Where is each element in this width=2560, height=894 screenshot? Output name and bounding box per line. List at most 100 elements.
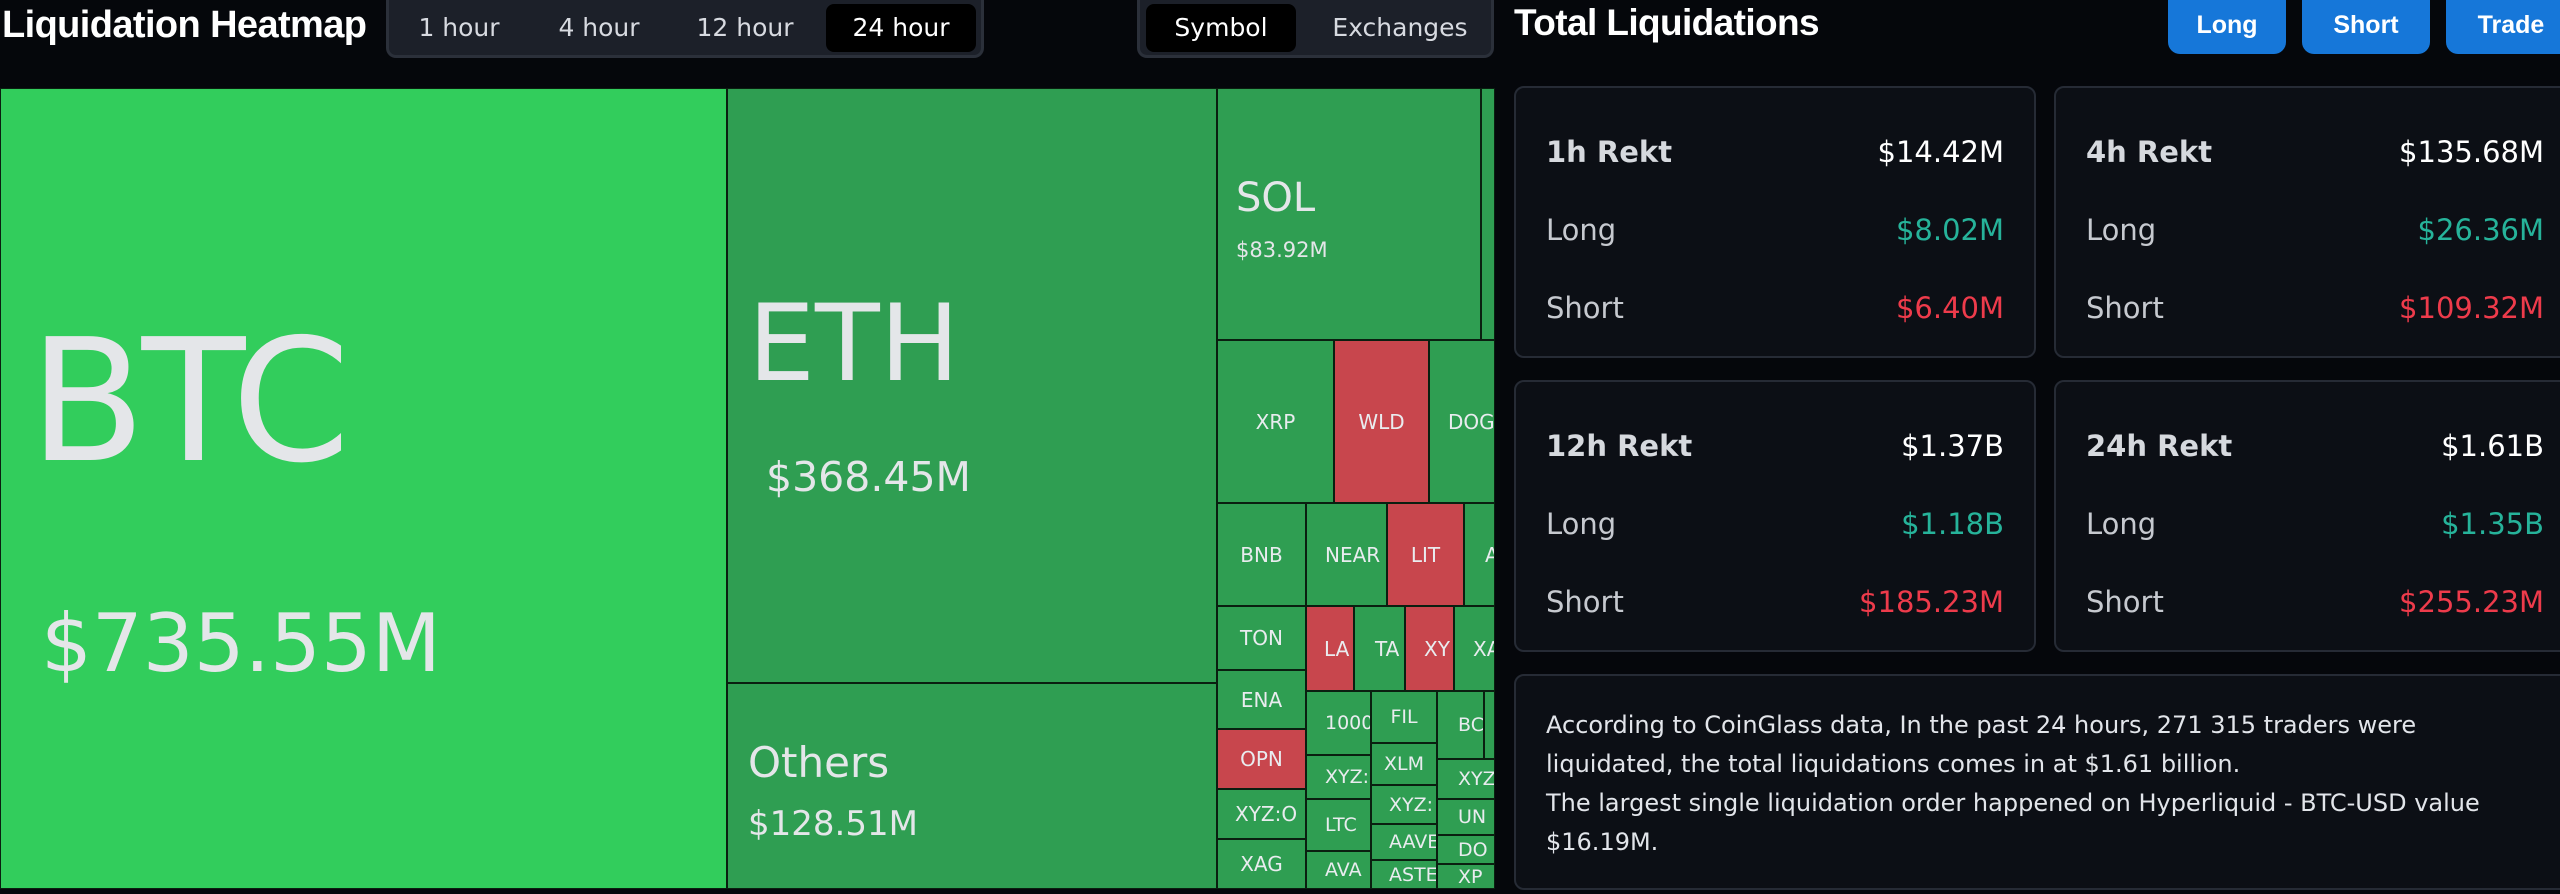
tile-others-symbol: Others	[748, 738, 890, 787]
tile-la[interactable]: LA	[1306, 606, 1354, 691]
tile-near[interactable]: NEAR	[1306, 503, 1387, 606]
card-1h-long-label: Long	[1546, 213, 1617, 247]
tile-ena[interactable]: ENA	[1217, 670, 1306, 729]
tile-xyz-2[interactable]: XYZ:	[1371, 785, 1437, 824]
tab-exchanges[interactable]: Exchanges	[1332, 13, 1468, 42]
card-1h-long-row: Long $8.02M	[1546, 210, 2004, 250]
card-1h-total: $14.42M	[1877, 135, 2005, 169]
tile-xag[interactable]: XAG	[1217, 839, 1306, 889]
card-4h-short-label: Short	[2086, 291, 2164, 325]
card-12h-rekt: 12h Rekt $1.37B Long $1.18B Short $185.2…	[1514, 380, 2036, 652]
card-1h-short-label: Short	[1546, 291, 1624, 325]
tile-xlm[interactable]: XLM	[1371, 743, 1437, 785]
tile-eth-symbol: ETH	[748, 282, 960, 405]
tab-4-hour[interactable]: 4 hour	[558, 13, 640, 42]
card-12h-total: $1.37B	[1901, 429, 2004, 463]
card-4h-short-row: Short $109.32M	[2086, 288, 2544, 328]
summary-line-2: The largest single liquidation order hap…	[1546, 789, 2480, 856]
card-24h-long-label: Long	[2086, 507, 2157, 541]
card-4h-rekt: 4h Rekt $135.68M Long $26.36M Short $109…	[2054, 86, 2560, 358]
card-12h-label: 12h Rekt	[1546, 429, 1693, 463]
tile-do[interactable]: DO	[1437, 835, 1495, 864]
card-1h-rekt: 1h Rekt $14.42M Long $8.02M Short $6.40M	[1514, 86, 2036, 358]
tab-1-hour[interactable]: 1 hour	[418, 13, 500, 42]
tab-12-hour[interactable]: 12 hour	[696, 13, 794, 42]
tile-a[interactable]: A	[1464, 503, 1495, 606]
card-1h-short-value: $6.40M	[1895, 291, 2004, 325]
total-liquidations-title: Total Liquidations	[1514, 2, 1820, 43]
tile-ta[interactable]: TA	[1354, 606, 1405, 691]
card-24h-total: $1.61B	[2441, 429, 2544, 463]
card-24h-short-label: Short	[2086, 585, 2164, 619]
tile-ava[interactable]: AVA	[1306, 851, 1371, 889]
card-12h-long-row: Long $1.18B	[1546, 504, 2004, 544]
card-1h-total-row: 1h Rekt $14.42M	[1546, 132, 2004, 172]
card-12h-short-label: Short	[1546, 585, 1624, 619]
card-4h-short-value: $109.32M	[2399, 291, 2544, 325]
card-12h-long-label: Long	[1546, 507, 1617, 541]
long-button[interactable]: Long	[2168, 0, 2286, 54]
card-12h-short-value: $185.23M	[1859, 585, 2004, 619]
tab-symbol[interactable]: Symbol	[1146, 4, 1296, 52]
tile-xp[interactable]: XP	[1437, 864, 1495, 889]
card-4h-total: $135.68M	[2399, 135, 2544, 169]
tile-dog[interactable]: DOG	[1429, 340, 1495, 503]
tile-ton[interactable]: TON	[1217, 606, 1306, 670]
trade-button[interactable]: Trade	[2446, 0, 2560, 54]
tile-eth-value: $368.45M	[766, 453, 971, 501]
tile-aave[interactable]: AAVE	[1371, 824, 1437, 860]
card-24h-label: 24h Rekt	[2086, 429, 2233, 463]
card-24h-short-row: Short $255.23M	[2086, 582, 2544, 622]
card-12h-short-row: Short $185.23M	[1546, 582, 2004, 622]
card-4h-long-label: Long	[2086, 213, 2157, 247]
card-4h-long-row: Long $26.36M	[2086, 210, 2544, 250]
tile-bnb[interactable]: BNB	[1217, 503, 1306, 606]
tile-aste[interactable]: ASTE	[1371, 860, 1437, 889]
tile-btc-value: $735.55M	[41, 597, 441, 690]
tab-24-hour[interactable]: 24 hour	[826, 4, 976, 52]
tile-sol-value: $83.92M	[1236, 238, 1328, 262]
tile-sol[interactable]: SOL $83.92M	[1217, 88, 1481, 340]
tile-wld[interactable]: WLD	[1334, 340, 1429, 503]
time-range-selector: 1 hour 4 hour 12 hour 24 hour	[386, 0, 984, 58]
tile-eth[interactable]: ETH $368.45M	[727, 88, 1217, 683]
card-24h-long-row: Long $1.35B	[2086, 504, 2544, 544]
card-1h-long-value: $8.02M	[1895, 213, 2004, 247]
tile-sol-symbol: SOL	[1236, 175, 1316, 221]
tile-fil[interactable]: FIL	[1371, 691, 1437, 743]
tile-xyz-3[interactable]: XYZ	[1437, 759, 1495, 799]
tile-others-value: $128.51M	[748, 804, 918, 844]
tile-un[interactable]: UN	[1437, 799, 1495, 835]
card-1h-short-row: Short $6.40M	[1546, 288, 2004, 328]
tile-1000[interactable]: 1000	[1306, 691, 1371, 755]
tile-xyz-1[interactable]: XYZ:	[1306, 755, 1371, 799]
short-button[interactable]: Short	[2302, 0, 2430, 54]
card-24h-total-row: 24h Rekt $1.61B	[2086, 426, 2544, 466]
card-24h-long-value: $1.35B	[2441, 507, 2544, 541]
tile-others[interactable]: Others $128.51M	[727, 683, 1217, 889]
card-4h-long-value: $26.36M	[2417, 213, 2545, 247]
tile-btc-symbol: BTC	[29, 303, 350, 501]
tile-bc[interactable]: BC	[1437, 691, 1484, 759]
tile-lit[interactable]: LIT	[1387, 503, 1464, 606]
tile-xy[interactable]: XY	[1405, 606, 1454, 691]
tile-sliver-2[interactable]	[1484, 691, 1495, 759]
tile-ltc[interactable]: LTC	[1306, 799, 1371, 851]
heatmap-title: Liquidation Heatmap	[2, 4, 367, 46]
card-12h-long-value: $1.18B	[1901, 507, 2004, 541]
liquidation-summary: According to CoinGlass data, In the past…	[1514, 674, 2560, 890]
card-4h-label: 4h Rekt	[2086, 135, 2213, 169]
tile-xyz-o[interactable]: XYZ:O	[1217, 789, 1306, 839]
tile-xa[interactable]: XA	[1454, 606, 1495, 691]
card-4h-total-row: 4h Rekt $135.68M	[2086, 132, 2544, 172]
view-selector: Symbol Exchanges	[1137, 0, 1494, 58]
tile-sliver[interactable]	[1481, 88, 1495, 340]
summary-line-1: According to CoinGlass data, In the past…	[1546, 711, 2417, 778]
card-12h-total-row: 12h Rekt $1.37B	[1546, 426, 2004, 466]
tile-xrp[interactable]: XRP	[1217, 340, 1334, 503]
card-24h-rekt: 24h Rekt $1.61B Long $1.35B Short $255.2…	[2054, 380, 2560, 652]
tile-btc[interactable]: BTC $735.55M	[0, 88, 727, 889]
liquidation-treemap: BTC $735.55M ETH $368.45M Others $128.51…	[0, 88, 1495, 889]
card-24h-short-value: $255.23M	[2399, 585, 2544, 619]
tile-opn[interactable]: OPN	[1217, 729, 1306, 789]
